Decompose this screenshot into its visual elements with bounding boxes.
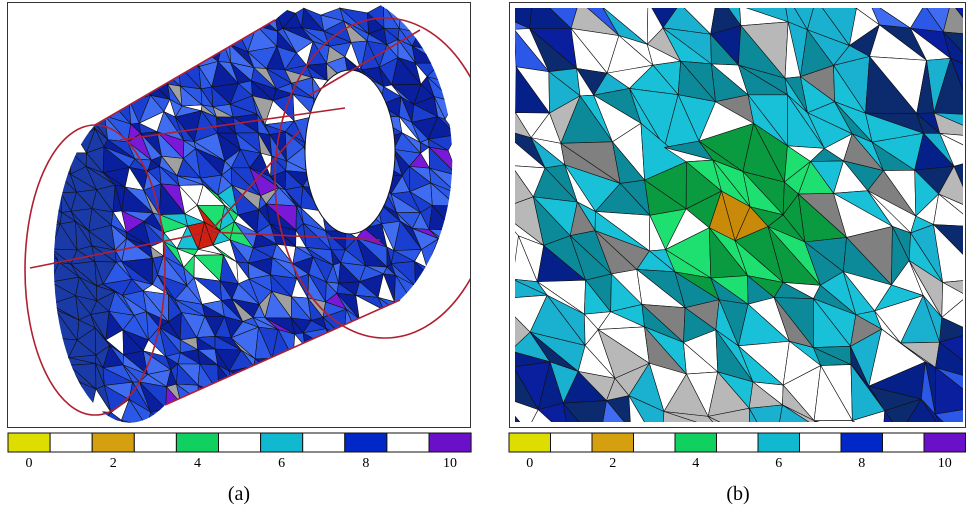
colorbar-segment: [551, 433, 593, 452]
colorbar-segment: [841, 433, 883, 452]
colorbar-segment: [717, 433, 759, 452]
colorbar-label: 0: [26, 456, 33, 471]
caption: (b): [726, 483, 749, 505]
colorbar-segment: [758, 433, 800, 452]
colorbar-segment: [176, 433, 218, 452]
colorbar-label: 8: [858, 456, 865, 471]
colorbar-segment: [50, 433, 92, 452]
colorbar-segment: [261, 433, 303, 452]
mesh-right: [491, 0, 966, 489]
colorbar-segment: [303, 433, 345, 452]
colorbar-label: 4: [194, 456, 201, 471]
colorbar-label: 0: [526, 456, 533, 471]
figure: (a) (b) 0 2 4 6 8 10 0 2 4 6 8 10: [0, 0, 966, 525]
colorbar-segment: [345, 433, 387, 452]
colorbar-segment: [509, 433, 551, 452]
colorbar-label: 2: [609, 456, 616, 471]
colorbar-label: 2: [110, 456, 117, 471]
colorbar-segment: [675, 433, 717, 452]
mesh-cell: [954, 449, 966, 485]
colorbar-segment: [592, 433, 634, 452]
colorbar-segment: [387, 433, 429, 452]
colorbar-segment: [883, 433, 925, 452]
colorbar-segment: [429, 433, 471, 452]
colorbar-label: 4: [692, 456, 699, 471]
colorbar-segment: [634, 433, 676, 452]
colorbar-segment: [800, 433, 842, 452]
mesh-cell: [661, 451, 714, 489]
colorbar-label: 6: [775, 456, 782, 471]
caption: (a): [228, 483, 250, 505]
hole: [305, 70, 395, 234]
colorbar-segment: [134, 433, 176, 452]
colorbar-label: 10: [443, 456, 457, 471]
colorbar-segment: [219, 433, 261, 452]
colorbar-segment: [8, 433, 50, 452]
colorbar-label: 8: [362, 456, 369, 471]
colorbar-label: 10: [938, 456, 952, 471]
colorbar-segment: [924, 433, 966, 452]
colorbar-segment: [92, 433, 134, 452]
colorbar-label: 6: [278, 456, 285, 471]
